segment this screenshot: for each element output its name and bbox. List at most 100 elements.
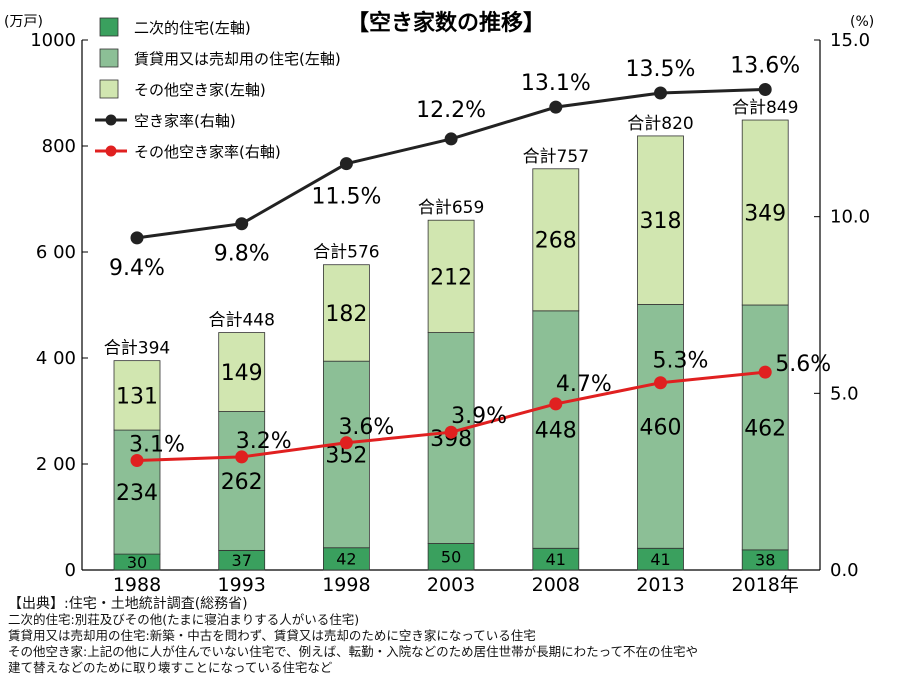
bar-value-label: 30 (127, 553, 147, 572)
line-point (130, 231, 144, 245)
line-point-label: 3.9% (451, 404, 507, 429)
x-tick-label: 1998 (322, 574, 370, 596)
line-point-label: 13.1% (521, 71, 591, 96)
line-point-label: 3.2% (236, 429, 292, 454)
bar-total-label: 合計820 (627, 114, 693, 134)
bar-total-label: 合計849 (732, 98, 798, 118)
legend-marker (105, 114, 117, 126)
footnote-line: 建て替えなどのために取り壊すことになっている住宅など (8, 660, 333, 675)
bar-value-label: 50 (441, 548, 461, 567)
bar-value-label: 41 (546, 550, 566, 569)
left-tick-label: 800 (42, 136, 76, 157)
bar-value-label: 37 (232, 551, 252, 570)
right-tick-label: 15.0 (830, 30, 870, 51)
bar-total-label: 合計394 (104, 339, 170, 359)
legend-swatch (99, 17, 119, 37)
legend-label: 空き家率(右軸) (134, 112, 236, 130)
bar-value-label: 38 (755, 551, 775, 570)
bar-value-label: 182 (325, 302, 367, 327)
line-point-label: 5.3% (653, 349, 709, 374)
line-point-label: 13.6% (730, 53, 800, 78)
footnote-line: 二次的住宅:別荘及びその他(たまに寝泊まりする人がいる住宅) (8, 612, 360, 627)
source-note: 【出典】:住宅・土地統計調査(総務省) (8, 596, 248, 612)
left-tick-label: 4 00 (36, 348, 76, 369)
footnote-line: その他空き家:上記の他に人が住んでいない住宅で、例えば、転勤・入院などのため居住… (8, 644, 698, 659)
legend-label: その他空き家率(右軸) (134, 143, 281, 161)
legend-marker (105, 145, 117, 157)
bar-value-label: 234 (116, 481, 158, 506)
legend-label: 賃貸用又は売却用の住宅(左軸) (134, 50, 341, 68)
bar-segment (427, 219, 475, 333)
chart-title: 【空き家数の推移】 (347, 10, 545, 36)
line-point (444, 132, 458, 146)
line-point (444, 425, 458, 439)
line-point-label: 13.5% (626, 57, 696, 82)
bar-value-label: 460 (640, 415, 682, 440)
bar-total-label: 合計576 (313, 243, 379, 263)
line-point-label: 9.4% (109, 256, 165, 281)
bar-value-label: 149 (221, 361, 263, 386)
line-point (235, 450, 249, 464)
right-tick-label: 10.0 (830, 207, 870, 228)
bar-segment (113, 360, 161, 431)
bar-value-label: 131 (116, 384, 158, 409)
bar-value-label: 448 (535, 418, 577, 443)
line-point (654, 376, 667, 390)
bar-segment (532, 168, 580, 312)
line-point-label: 3.6% (338, 415, 394, 440)
bar-segment (218, 411, 266, 551)
left-tick-label: 1000 (30, 30, 76, 51)
bar-segment (322, 360, 370, 549)
bar-segment (532, 310, 580, 549)
left-axis-unit: (万戸) (4, 14, 43, 30)
x-tick-label: 2018年 (732, 574, 799, 596)
line-point-label: 9.8% (214, 242, 270, 267)
bar-segment (741, 119, 789, 306)
x-tick-label: 1988 (113, 574, 161, 596)
bar-total-label: 合計659 (418, 198, 484, 218)
line-point (654, 86, 667, 100)
bar-segment (113, 429, 161, 555)
bar-segment (637, 135, 684, 305)
footnote-line: 賃貸用又は売却用の住宅:新築・中古を問わず、賃貸又は売却のために空き家になってい… (8, 628, 536, 643)
line-point (549, 100, 563, 114)
right-axis-unit: (%) (850, 14, 874, 30)
line-point (235, 217, 249, 231)
bar-value-label: 318 (640, 209, 682, 234)
left-tick-label: 2 00 (36, 454, 76, 475)
line-point (549, 397, 563, 411)
line-point-label: 4.7% (556, 372, 612, 397)
line-point (339, 157, 353, 171)
right-tick-label: 5.0 (830, 383, 859, 404)
bar-value-label: 349 (744, 201, 786, 226)
legend-swatch (99, 48, 119, 68)
footnotes: 【出典】:住宅・土地統計調査(総務省) 二次的住宅:別荘及びその他(たまに寝泊ま… (8, 596, 898, 676)
line-point (339, 436, 353, 450)
bar-segment (218, 332, 266, 412)
x-tick-label: 2013 (636, 574, 684, 596)
legend-label: その他空き家(左軸) (134, 81, 266, 99)
bar-value-label: 268 (535, 229, 577, 254)
x-tick-label: 1993 (218, 574, 266, 596)
line-point-label: 11.5% (311, 185, 381, 210)
bar-value-label: 41 (650, 550, 670, 569)
bar-value-label: 212 (430, 265, 472, 290)
x-tick-label: 2003 (427, 574, 475, 596)
plot-area: 1000 800 6 00 4 00 2 00 0 15.0 10.0 5.0 0.0 30 234 1… (30, 30, 870, 596)
line-point-label: 5.6% (775, 352, 831, 377)
bar-value-label: 42 (336, 550, 356, 569)
bar-segment (427, 543, 475, 571)
line-point (130, 453, 144, 467)
line-point (758, 82, 772, 96)
line-point-label: 3.1% (129, 432, 185, 457)
x-tick-label: 2008 (532, 574, 580, 596)
line-point-label: 12.2% (416, 98, 486, 123)
line-point (758, 365, 772, 379)
bar-total-label: 合計448 (208, 311, 274, 331)
legend-label: 二次的住宅(左軸) (134, 19, 251, 37)
left-tick-label: 6 00 (36, 242, 76, 263)
bar-total-label: 合計757 (523, 147, 589, 167)
legend-swatch (99, 79, 119, 99)
right-tick-label: 0.0 (830, 560, 859, 581)
